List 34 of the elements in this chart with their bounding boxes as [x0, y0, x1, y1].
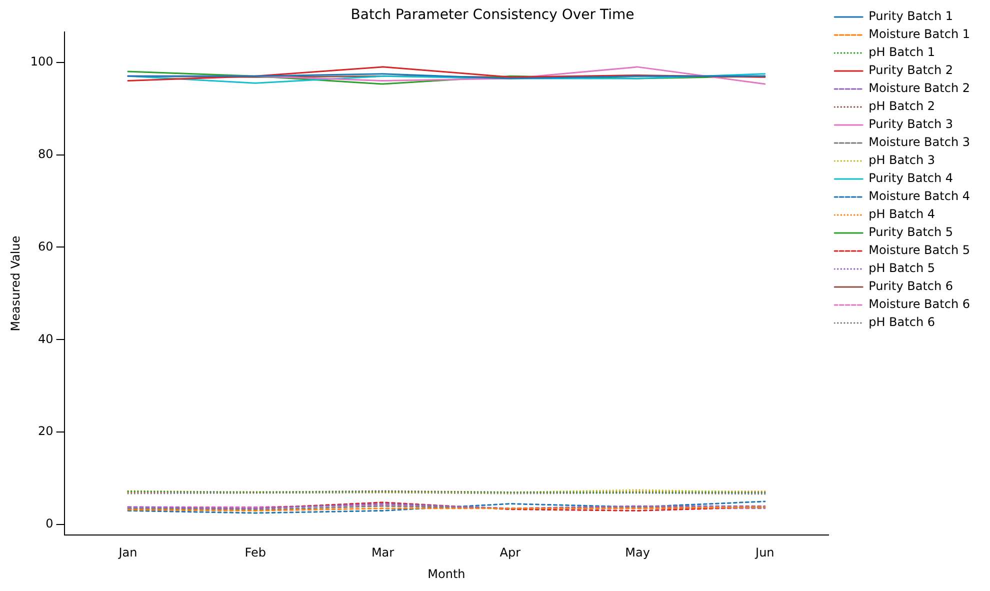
legend-label: Moisture Batch 5: [868, 243, 970, 258]
legend-label: pH Batch 4: [868, 207, 936, 222]
legend-label: Moisture Batch 1: [868, 27, 970, 42]
chart-title: Batch Parameter Consistency Over Time: [350, 7, 634, 24]
legend-label: pH Batch 5: [868, 261, 936, 276]
y-axis-title: Measured Value: [8, 236, 22, 332]
legend-label: Purity Batch 6: [868, 279, 954, 294]
legend-label: Purity Batch 1: [868, 9, 954, 24]
y-tick-label: 0: [46, 516, 54, 531]
x-tick-label: Apr: [500, 546, 521, 560]
legend-label: Purity Batch 5: [868, 225, 954, 240]
x-axis-title: Month: [428, 566, 466, 581]
y-tick-label: 20: [38, 424, 54, 438]
y-tick-label: 100: [30, 54, 54, 68]
x-tick-label: Mar: [371, 546, 394, 560]
y-tick-label: 60: [38, 239, 54, 254]
legend-label: Moisture Batch 3: [868, 135, 970, 150]
x-tick-label: May: [625, 546, 650, 560]
legend-label: Moisture Batch 2: [868, 81, 970, 96]
y-tick-label: 40: [38, 332, 54, 346]
legend-label: Purity Batch 3: [868, 117, 954, 132]
legend-label: pH Batch 3: [868, 153, 936, 168]
legend-label: pH Batch 2: [868, 99, 936, 114]
legend-label: Purity Batch 4: [868, 171, 954, 186]
line-series: [127, 500, 766, 514]
x-tick-label: Feb: [244, 546, 266, 560]
y-tick-label: 80: [38, 146, 54, 161]
legend-label: pH Batch 6: [868, 315, 936, 330]
legend-label: Purity Batch 2: [868, 63, 954, 78]
x-tick-label: Jan: [118, 546, 138, 560]
x-tick-label: Jun: [754, 546, 774, 560]
legend-label: Moisture Batch 4: [868, 189, 970, 204]
legend-label: Moisture Batch 6: [868, 297, 970, 312]
legend-label: pH Batch 1: [868, 45, 936, 60]
